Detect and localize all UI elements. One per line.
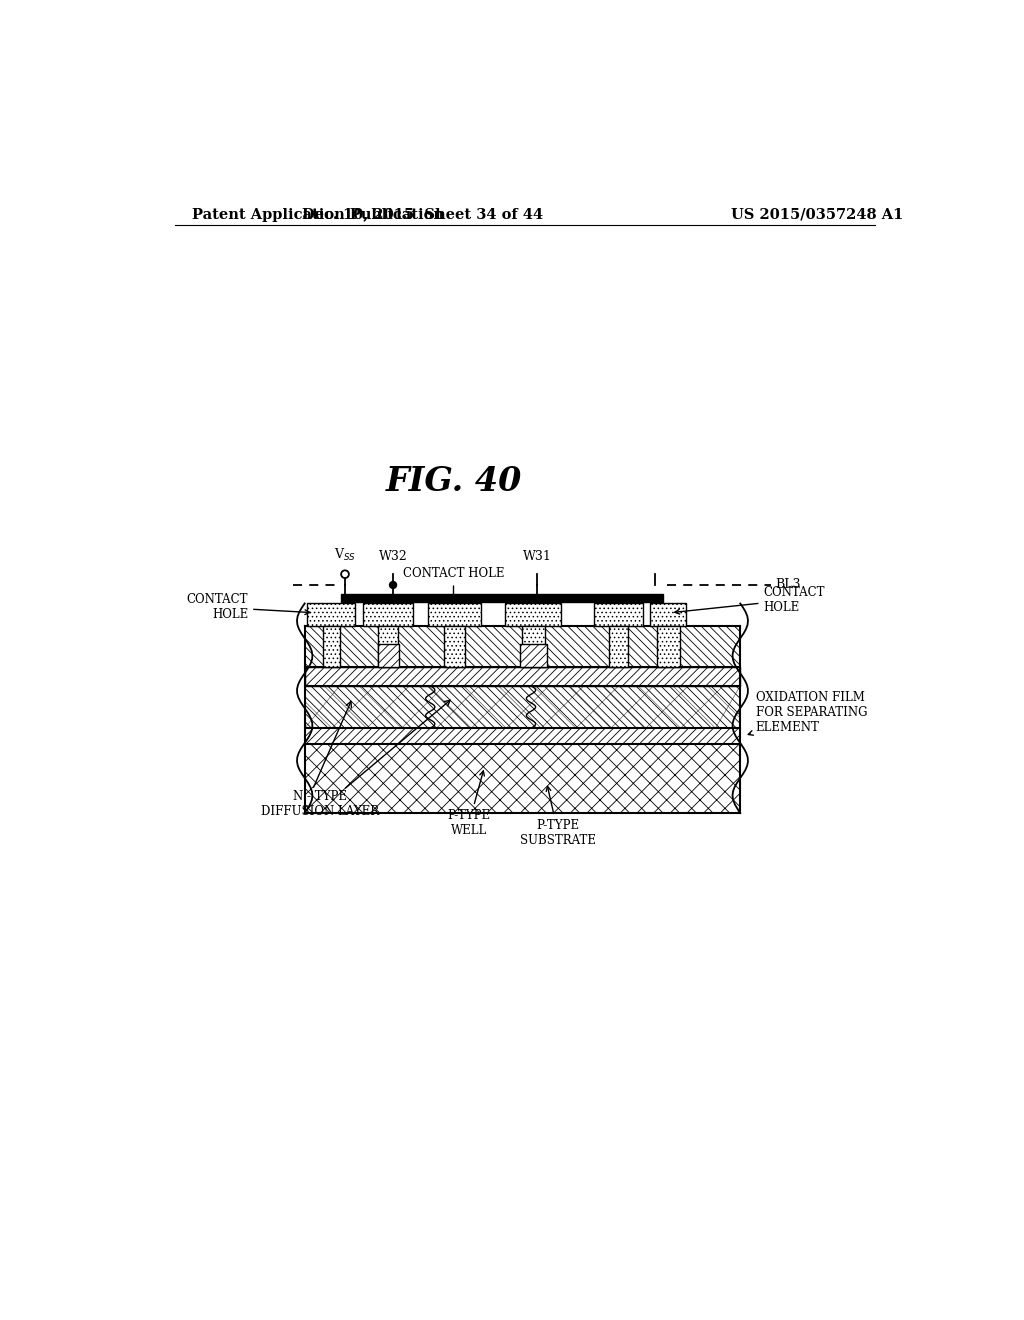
Bar xyxy=(341,594,663,602)
Bar xyxy=(362,603,414,626)
Text: CONTACT HOLE: CONTACT HOLE xyxy=(402,568,504,603)
Text: CONTACT
HOLE: CONTACT HOLE xyxy=(675,586,825,614)
Bar xyxy=(608,626,628,668)
Bar xyxy=(594,603,643,626)
Circle shape xyxy=(341,570,349,578)
Text: Patent Application Publication: Patent Application Publication xyxy=(191,207,443,222)
Text: P-TYPE
SUBSTRATE: P-TYPE SUBSTRATE xyxy=(520,787,596,847)
Circle shape xyxy=(389,582,396,589)
Bar xyxy=(305,743,740,813)
Bar xyxy=(521,626,545,668)
Text: W31: W31 xyxy=(523,549,552,562)
Bar xyxy=(307,603,355,626)
Text: FIG. 40: FIG. 40 xyxy=(385,466,521,499)
Text: Dec. 10, 2015  Sheet 34 of 44: Dec. 10, 2015 Sheet 34 of 44 xyxy=(302,207,543,222)
Bar xyxy=(323,626,340,668)
Bar xyxy=(305,729,740,743)
Text: V$_{SS}$: V$_{SS}$ xyxy=(334,546,356,562)
Bar xyxy=(520,644,547,667)
Text: CONTACT
HOLE: CONTACT HOLE xyxy=(186,593,309,622)
Bar xyxy=(506,603,561,626)
Text: BL3: BL3 xyxy=(775,578,801,591)
Text: N - TYPE
DIFFUSION LAYER: N - TYPE DIFFUSION LAYER xyxy=(261,789,379,818)
Bar xyxy=(378,626,397,668)
Text: OXIDATION FILM
FOR SEPARATING
ELEMENT: OXIDATION FILM FOR SEPARATING ELEMENT xyxy=(749,692,867,735)
Bar xyxy=(378,644,399,667)
Bar xyxy=(444,626,465,668)
Bar xyxy=(657,626,680,668)
Bar xyxy=(305,626,740,729)
Bar xyxy=(428,603,481,626)
Bar xyxy=(650,603,686,626)
Bar xyxy=(305,667,740,686)
Text: P-TYPE
WELL: P-TYPE WELL xyxy=(447,771,490,837)
Text: US 2015/0357248 A1: US 2015/0357248 A1 xyxy=(731,207,903,222)
Text: W32: W32 xyxy=(379,549,408,562)
